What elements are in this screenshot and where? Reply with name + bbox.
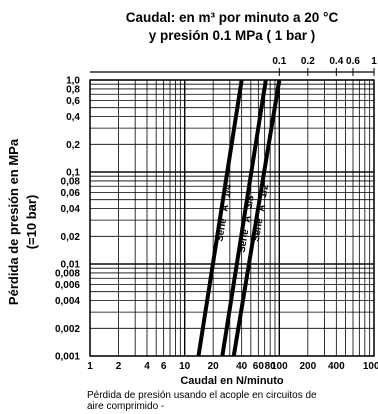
y-tick-label: 0,01 — [61, 260, 81, 271]
x-tick-label: 60 — [253, 361, 265, 372]
series-label-1: Serie "A" 1/4 — [215, 183, 235, 242]
y-tick-label: 0,6 — [66, 96, 80, 107]
y-tick-label: 0,006 — [55, 280, 80, 291]
x-tick-label: 4 — [144, 361, 150, 372]
x-tick-label: 2 — [116, 361, 122, 372]
y-tick-label: 0,02 — [61, 232, 81, 243]
y-axis-label-line2: (=10 bar) — [24, 195, 39, 250]
y-axis-label-line1: Pérdida de presión en MPa — [6, 138, 21, 305]
x-top-tick-label: 0.4 — [329, 56, 343, 67]
caption-line1: Pérdida de presión usando el acople en c… — [87, 390, 317, 401]
grid — [89, 68, 375, 357]
y-tick-label: 0,1 — [66, 168, 80, 179]
x-tick-label: 1000 — [363, 361, 378, 372]
x-tick-label: 10 — [179, 361, 191, 372]
y-tick-label: 0,06 — [61, 188, 81, 199]
caption-line2: aire comprimido - — [87, 401, 165, 412]
series-line-2 — [220, 79, 268, 357]
y-tick-label: 0,008 — [55, 268, 80, 279]
x-tick-label: 80 — [265, 361, 277, 372]
x-top-tick-label: 1 — [371, 56, 377, 67]
x-tick-label: 20 — [208, 361, 220, 372]
y-tick-label: 0,08 — [61, 176, 81, 187]
x-axis-label: Caudal en N/minuto — [180, 375, 284, 387]
y-tick-label: 0,04 — [61, 204, 81, 215]
y-tick-label: 0,8 — [66, 84, 80, 95]
y-tick-label: 0,002 — [55, 324, 80, 335]
chart-title-line2: y presión 0.1 MPa ( 1 bar ) — [149, 28, 316, 43]
x-tick-label: 6 — [161, 361, 167, 372]
x-top-tick-label: 0.2 — [301, 56, 315, 67]
x-tick-label: 40 — [236, 361, 248, 372]
plot-frame — [89, 79, 375, 357]
series-line-3 — [231, 79, 282, 357]
x-top-tick-label: 0.1 — [272, 56, 286, 67]
x-top-tick-label: 0.6 — [346, 56, 360, 67]
series-line-1 — [196, 79, 244, 357]
chart-title-line1: Caudal: en m³ por minuto a 20 °C — [126, 10, 339, 25]
x-tick-label: 400 — [328, 361, 345, 372]
y-tick-label: 0,2 — [66, 140, 80, 151]
figure-caption: Pérdida de presión usando el acople en c… — [87, 390, 377, 412]
y-tick-label: 1,0 — [66, 76, 80, 87]
x-tick-label: 1 — [87, 361, 93, 372]
y-tick-label: 0,004 — [55, 296, 80, 307]
x-tick-label: 200 — [299, 361, 316, 372]
y-tick-label: 0,001 — [55, 352, 80, 363]
tick-labels: 0.10.20.40.61246810204060124610204060801… — [55, 56, 378, 372]
x-tick-label: 100 — [271, 361, 288, 372]
y-tick-label: 0,4 — [66, 112, 80, 123]
